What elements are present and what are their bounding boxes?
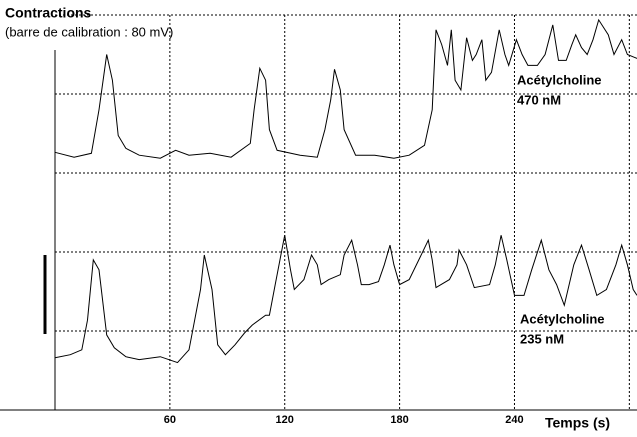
x-tick-label: 120 bbox=[276, 414, 294, 426]
annotation: Acétylcholine bbox=[520, 311, 605, 326]
x-tick-label: 180 bbox=[390, 414, 408, 426]
x-axis-label: Temps (s) bbox=[545, 415, 610, 431]
annotation: Acétylcholine bbox=[517, 72, 602, 87]
x-tick-label: 60 bbox=[164, 414, 176, 426]
chart-title: Contractions bbox=[5, 5, 92, 21]
annotation: 470 nM bbox=[517, 92, 561, 107]
annotation: 235 nM bbox=[520, 331, 564, 346]
trace-line bbox=[54, 18, 637, 159]
trace-line bbox=[54, 235, 637, 364]
x-tick-label: 240 bbox=[505, 414, 523, 426]
chart-subtitle: (barre de calibration : 80 mV) bbox=[5, 24, 173, 39]
